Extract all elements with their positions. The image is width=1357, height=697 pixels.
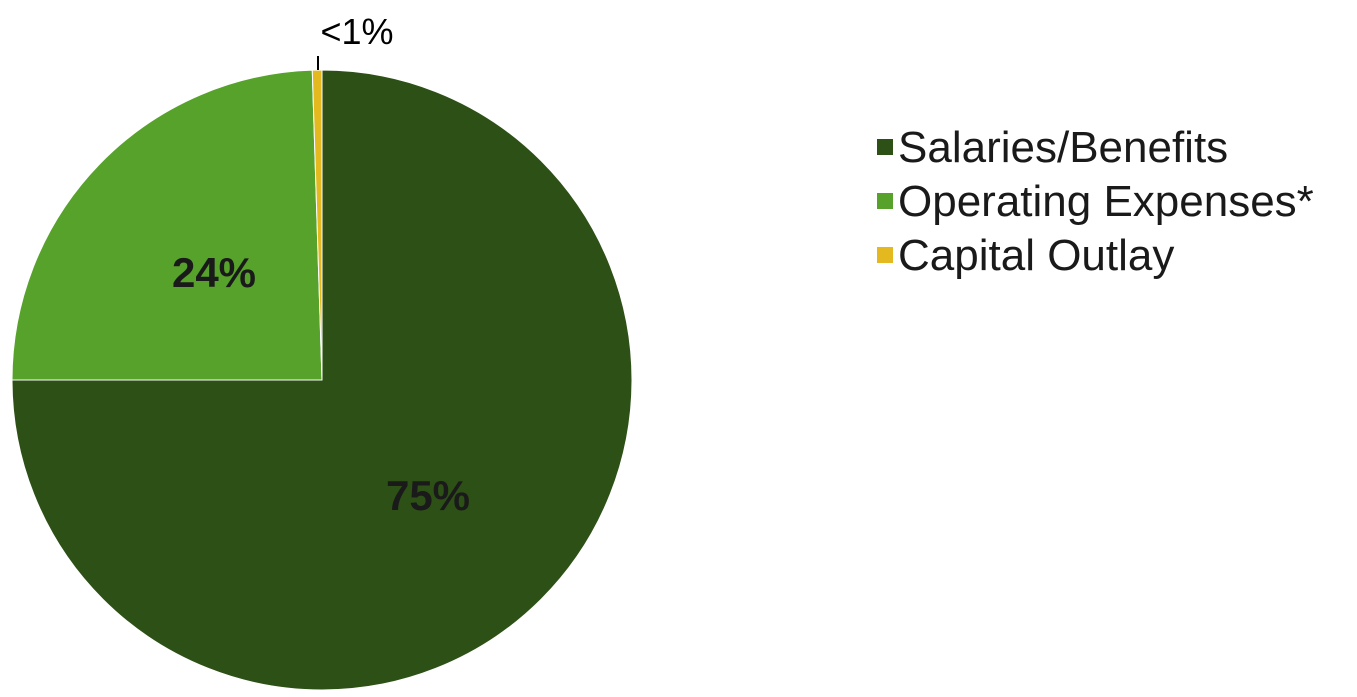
slice-label-operating: 24%: [172, 249, 256, 296]
legend-label-salaries: Salaries/Benefits: [898, 123, 1228, 172]
legend-swatch-salaries: [877, 139, 893, 155]
legend: Salaries/Benefits Operating Expenses* Ca…: [877, 123, 1314, 280]
legend-swatch-operating: [877, 193, 893, 209]
pie-slice-capital: [311, 69, 323, 381]
legend-label-operating: Operating Expenses*: [898, 177, 1314, 226]
slice-label-salaries: 75%: [386, 472, 470, 519]
legend-label-capital: Capital Outlay: [898, 231, 1174, 280]
pie-slices: [11, 69, 633, 691]
legend-swatch-capital: [877, 247, 893, 263]
slice-label-capital: <1%: [320, 11, 393, 52]
pie-slice-salaries: [11, 69, 633, 691]
pie-slice-operating: [11, 69, 323, 381]
